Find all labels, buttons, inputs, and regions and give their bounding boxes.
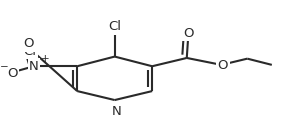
Text: Cl: Cl — [23, 45, 36, 58]
Text: O: O — [7, 67, 18, 80]
Text: O: O — [23, 37, 34, 50]
Text: O: O — [183, 27, 194, 40]
Text: N: N — [29, 60, 39, 73]
Text: O: O — [218, 59, 228, 72]
Text: −: − — [0, 62, 9, 72]
Text: +: + — [41, 54, 49, 64]
Text: N: N — [111, 105, 121, 118]
Text: Cl: Cl — [108, 20, 121, 33]
